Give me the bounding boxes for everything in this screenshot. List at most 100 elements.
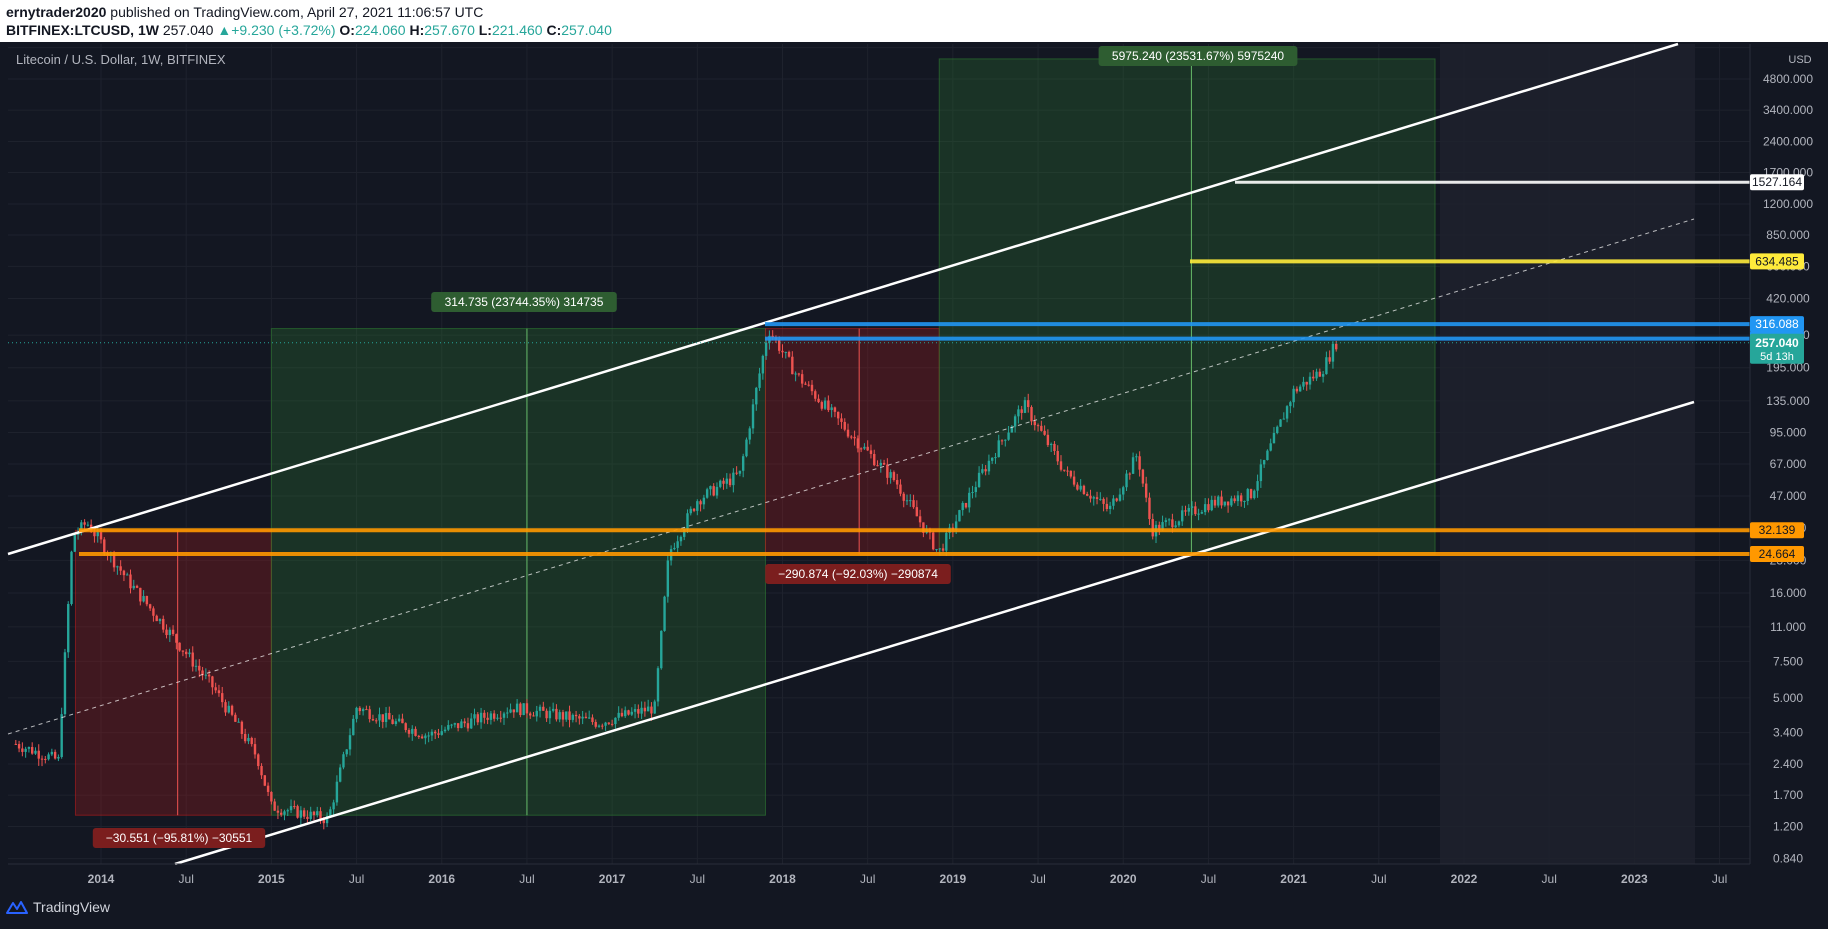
candle-body bbox=[551, 708, 555, 711]
price-tick-label: 135.000 bbox=[1766, 394, 1810, 408]
candle-body bbox=[1010, 426, 1014, 433]
candle-body bbox=[381, 714, 384, 722]
candle-body bbox=[954, 521, 958, 530]
candle-body bbox=[863, 446, 866, 449]
candle-body bbox=[702, 497, 706, 505]
candle-body bbox=[741, 456, 745, 471]
candle-body bbox=[401, 718, 404, 724]
candle-body bbox=[791, 356, 794, 375]
candle-body bbox=[1059, 461, 1063, 470]
candle-body bbox=[882, 462, 886, 465]
candle-body bbox=[427, 735, 430, 737]
candle-body bbox=[243, 733, 247, 742]
candle-body bbox=[191, 652, 194, 667]
candle-body bbox=[466, 723, 470, 729]
candle-body bbox=[1072, 476, 1076, 485]
candle-body bbox=[1210, 499, 1213, 511]
candle-body bbox=[224, 702, 227, 713]
candle-body bbox=[771, 335, 774, 338]
candle-body bbox=[1197, 513, 1200, 515]
candle-body bbox=[506, 712, 509, 714]
candle-body bbox=[1335, 343, 1338, 350]
candle-body bbox=[1243, 500, 1246, 502]
candle-body bbox=[1269, 443, 1272, 451]
candle-body bbox=[411, 728, 414, 734]
candle-body bbox=[371, 719, 375, 721]
candle-body bbox=[1240, 495, 1243, 502]
author-name[interactable]: ernytrader2020 bbox=[6, 4, 107, 20]
candle-body bbox=[1063, 469, 1066, 471]
candle-body bbox=[827, 400, 830, 411]
candle-body bbox=[637, 709, 640, 714]
candle-body bbox=[1279, 419, 1282, 427]
level-price-tag-text: 1527.164 bbox=[1752, 175, 1802, 189]
time-tick-label: Jul bbox=[1542, 872, 1557, 886]
price-tick-label: 1200.000 bbox=[1763, 197, 1813, 211]
candle-body bbox=[1000, 440, 1004, 442]
measurement-label: 314.735 (23744.35%) 314735 bbox=[431, 292, 617, 312]
candle-body bbox=[1249, 489, 1253, 499]
candle-body bbox=[889, 472, 892, 478]
time-tick-label: 2015 bbox=[258, 872, 285, 886]
candle-body bbox=[1305, 381, 1308, 385]
price-tick-label: 0.840 bbox=[1773, 852, 1803, 866]
time-tick-label: 2014 bbox=[88, 872, 115, 886]
candle-body bbox=[375, 720, 378, 722]
candle-body bbox=[850, 436, 853, 438]
candle-body bbox=[532, 715, 535, 717]
candle-body bbox=[719, 480, 722, 487]
candle-body bbox=[240, 721, 244, 734]
candle-body bbox=[833, 407, 837, 412]
candle-body bbox=[679, 536, 683, 542]
candle-body bbox=[1118, 494, 1122, 501]
measurement-label-bg bbox=[1098, 46, 1298, 66]
candle-body bbox=[840, 418, 843, 422]
price-tick-label: 2400.000 bbox=[1763, 134, 1813, 148]
candle-body bbox=[1141, 469, 1145, 484]
candle-body bbox=[591, 717, 594, 723]
candle-body bbox=[266, 785, 270, 792]
candle-body bbox=[938, 548, 941, 550]
candle-body bbox=[932, 532, 935, 550]
measurement-label-text: 314.735 (23744.35%) 314735 bbox=[445, 295, 604, 309]
candle-body bbox=[912, 500, 915, 508]
last-price: 257.040 bbox=[162, 22, 214, 38]
candle-body bbox=[853, 436, 856, 439]
time-tick-label: Jul bbox=[519, 872, 534, 886]
time-tick-label: Jul bbox=[1371, 872, 1386, 886]
candle-body bbox=[119, 566, 122, 571]
candle-body bbox=[915, 507, 919, 517]
candle-body bbox=[568, 711, 571, 720]
candle-body bbox=[597, 725, 601, 727]
price-tick-label: 1.700 bbox=[1773, 788, 1803, 802]
candle-body bbox=[686, 513, 689, 530]
candle-body bbox=[859, 448, 863, 450]
candle-body bbox=[1033, 421, 1036, 426]
time-tick-label: 2019 bbox=[940, 872, 967, 886]
candle-body bbox=[397, 718, 401, 722]
candle-body bbox=[666, 560, 670, 597]
tradingview-brand[interactable]: TradingView bbox=[6, 899, 110, 915]
candle-body bbox=[453, 723, 457, 725]
candle-body bbox=[96, 532, 99, 537]
candle-body bbox=[1285, 406, 1289, 419]
candle-body bbox=[522, 703, 525, 716]
candle-body bbox=[273, 801, 276, 811]
candle-body bbox=[1177, 521, 1181, 526]
candle-body bbox=[574, 714, 578, 717]
candle-body bbox=[440, 731, 443, 735]
measurement-label-text: −30.551 (−95.81%) −30551 bbox=[106, 831, 253, 845]
candle-body bbox=[1328, 357, 1331, 362]
candle-body bbox=[391, 719, 394, 725]
time-tick-label: Jul bbox=[1201, 872, 1216, 886]
candle-body bbox=[683, 529, 686, 537]
candle-body bbox=[617, 712, 620, 718]
candle-body bbox=[981, 469, 984, 473]
candle-body bbox=[565, 711, 568, 720]
candle-body bbox=[1040, 425, 1043, 431]
price-tick-label: 2.400 bbox=[1773, 757, 1803, 771]
candle-body bbox=[545, 710, 548, 719]
candle-body bbox=[479, 712, 483, 723]
candle-body bbox=[705, 489, 709, 498]
